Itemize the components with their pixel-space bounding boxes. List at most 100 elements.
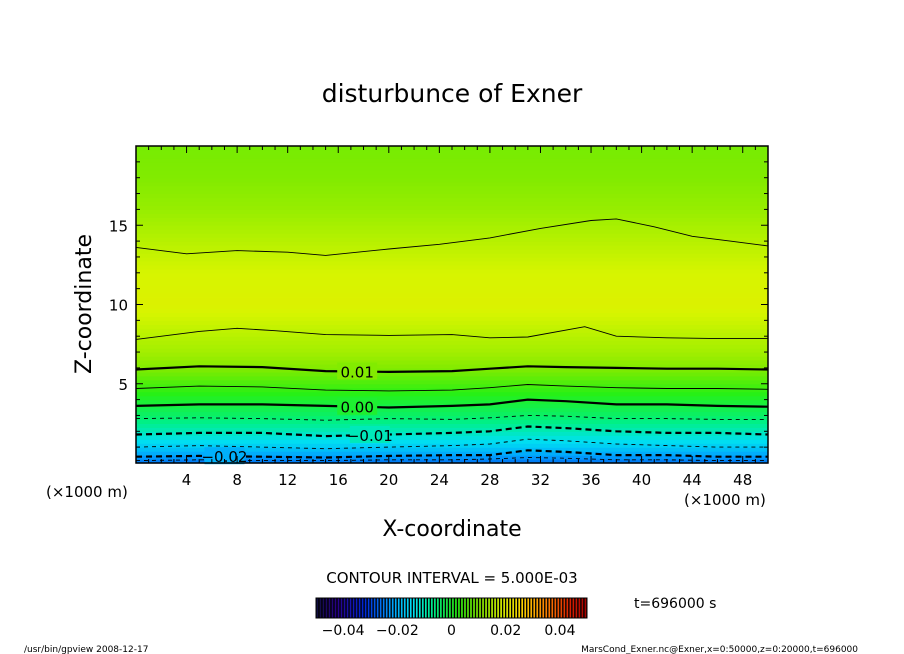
field-band bbox=[136, 399, 768, 405]
colorbar-stripe bbox=[530, 598, 533, 618]
contour-line bbox=[136, 414, 768, 421]
colorbar-stripe bbox=[325, 598, 328, 618]
colorbar-stripe bbox=[473, 598, 475, 618]
footer-right: MarsCond_Exner.nc@Exner,x=0:50000,z=0:20… bbox=[581, 645, 858, 654]
colorbar-stripe bbox=[425, 598, 427, 618]
colorbar-stripe bbox=[385, 598, 388, 618]
x-tick-label: 44 bbox=[683, 471, 702, 489]
colorbar-stripe bbox=[391, 598, 394, 618]
colorbar-stripe bbox=[458, 598, 460, 618]
field-band bbox=[136, 189, 768, 195]
colorbar-stripe bbox=[394, 598, 397, 618]
field-band bbox=[136, 316, 768, 321]
colorbar-stripe bbox=[584, 598, 587, 618]
colorbar-stripe bbox=[545, 598, 548, 618]
colorbar-stripe bbox=[415, 598, 418, 618]
x-tick-label: 24 bbox=[430, 471, 449, 489]
colorbar-stripe bbox=[461, 598, 463, 618]
field-band bbox=[136, 304, 768, 310]
colorbar-stripe bbox=[331, 598, 334, 618]
colorbar: −0.04 −0.02 0 0.02 0.04 bbox=[315, 597, 588, 639]
field-band bbox=[136, 201, 768, 207]
contour-interval-text: CONTOUR INTERVAL = 5.000E-03 bbox=[326, 569, 577, 587]
time-text: t=696000 s bbox=[634, 596, 716, 612]
x-tick-label: 48 bbox=[733, 471, 752, 489]
colorbar-stripe bbox=[418, 598, 421, 618]
field-band bbox=[136, 443, 768, 448]
field-band bbox=[136, 344, 768, 349]
y-tick-label: 10 bbox=[109, 297, 128, 315]
field-band bbox=[136, 165, 768, 171]
field-band bbox=[136, 252, 768, 258]
colorbar-stripe bbox=[512, 598, 514, 618]
field-band bbox=[136, 324, 768, 329]
field-band bbox=[136, 320, 768, 325]
field-band bbox=[136, 229, 768, 234]
colorbar-frame bbox=[315, 597, 588, 619]
colorbar-stripe bbox=[400, 598, 403, 618]
field-band bbox=[136, 431, 768, 436]
field-band bbox=[136, 197, 768, 203]
colorbar-stripe bbox=[446, 598, 448, 618]
colorbar-stripe bbox=[485, 598, 487, 618]
field-band bbox=[136, 363, 768, 369]
colorbar-stripe bbox=[455, 598, 457, 618]
colorbar-tick-label: 0 bbox=[447, 623, 456, 639]
colorbar-stripe bbox=[494, 598, 496, 618]
field-band bbox=[136, 435, 768, 440]
colorbar-stripe bbox=[437, 598, 439, 618]
field-band bbox=[136, 419, 768, 424]
colorbar-stripe bbox=[506, 598, 508, 618]
field-band bbox=[136, 359, 768, 365]
colorbar-tick-label: −0.04 bbox=[322, 623, 365, 639]
field-band bbox=[136, 407, 768, 413]
colorbar-stripe bbox=[379, 598, 382, 618]
colorbar-stripe bbox=[554, 598, 557, 618]
contour-label: −0.02 bbox=[201, 448, 247, 466]
field-band bbox=[136, 213, 768, 218]
field-band bbox=[136, 153, 768, 159]
field-band bbox=[136, 185, 768, 191]
field-band bbox=[136, 260, 768, 266]
contour-line bbox=[136, 398, 768, 409]
colorbar-tick-labels: −0.04 −0.02 0 0.02 0.04 bbox=[322, 623, 576, 639]
field-band bbox=[136, 423, 768, 428]
colorbar-stripe bbox=[542, 598, 545, 618]
field-band bbox=[136, 284, 768, 290]
colorbar-stripe bbox=[470, 598, 472, 618]
colorbar-stripe bbox=[560, 598, 563, 618]
field-band bbox=[136, 209, 768, 214]
colorbar-stripe bbox=[566, 598, 569, 618]
contour-label: −0.01 bbox=[347, 427, 393, 445]
field-band bbox=[136, 371, 768, 377]
y-tick-label: 15 bbox=[109, 217, 128, 235]
contour-label: 0.00 bbox=[340, 399, 373, 417]
colorbar-stripes bbox=[316, 598, 587, 618]
colorbar-stripe bbox=[412, 598, 415, 618]
colorbar-stripe bbox=[575, 598, 578, 618]
colorbar-stripe bbox=[476, 598, 478, 618]
x-tick-label: 36 bbox=[581, 471, 600, 489]
field-band bbox=[136, 249, 768, 254]
y-axis-label: Z-coordinate bbox=[72, 234, 97, 374]
field-band bbox=[136, 455, 768, 460]
colorbar-stripe bbox=[340, 598, 343, 618]
colorbar-stripe bbox=[443, 598, 445, 618]
colorbar-stripe bbox=[397, 598, 400, 618]
colorbar-stripe bbox=[406, 598, 409, 618]
contour-label-bg bbox=[349, 425, 390, 443]
field-band bbox=[136, 340, 768, 345]
field-bands bbox=[136, 146, 768, 464]
field-band bbox=[136, 157, 768, 163]
field-band bbox=[136, 205, 768, 210]
field-band bbox=[136, 447, 768, 452]
field-band bbox=[136, 288, 768, 294]
x-tick-label: 4 bbox=[182, 471, 192, 489]
field-band bbox=[136, 352, 768, 357]
colorbar-stripe bbox=[452, 598, 454, 618]
colorbar-tick-label: 0.02 bbox=[490, 623, 521, 639]
contour-line bbox=[136, 365, 768, 374]
field-band bbox=[136, 217, 768, 222]
colorbar-stripe bbox=[533, 598, 536, 618]
y-tick-label: 5 bbox=[118, 376, 128, 394]
